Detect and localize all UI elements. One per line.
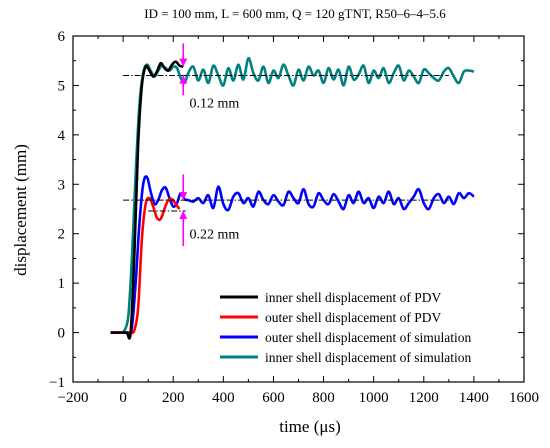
- annotation-arrow-head: [179, 192, 188, 201]
- y-tick-label: 2: [58, 227, 66, 243]
- x-tick-label: 1600: [509, 390, 539, 406]
- legend-label-inner-pdv: inner shell displacement of PDV: [265, 290, 441, 305]
- y-tick-label: 3: [58, 177, 66, 193]
- legend-label-outer-simulation: outer shell displacement of simulation: [265, 330, 471, 345]
- x-tick-label: 1400: [459, 390, 489, 406]
- x-tick-label: 600: [262, 390, 285, 406]
- y-axis-title: displacement (mm): [11, 144, 30, 276]
- series-line-outer-simulation: [123, 175, 475, 335]
- y-tick-label: 1: [58, 276, 66, 292]
- x-tick-label: 0: [119, 390, 127, 406]
- x-tick-label: 1000: [359, 390, 389, 406]
- x-tick-label: 1200: [409, 390, 439, 406]
- y-tick-label: 0: [58, 326, 66, 342]
- y-tick-label: −1: [49, 375, 65, 391]
- y-tick-label: 4: [58, 128, 66, 144]
- series-line-inner-pdv: [110, 60, 184, 340]
- y-tick-label: 5: [58, 78, 66, 94]
- legend-label-inner-simulation: inner shell displacement of simulation: [265, 350, 471, 365]
- annotation-arrow-head: [179, 58, 188, 67]
- x-tick-label: 800: [312, 390, 335, 406]
- annotation-label: 0.22 mm: [190, 228, 240, 243]
- annotation-arrow-head: [179, 75, 188, 84]
- series-line-outer-pdv: [110, 196, 181, 335]
- legend-label-outer-pdv: outer shell displacement of PDV: [265, 310, 441, 325]
- x-axis-title: time (μs): [279, 417, 341, 436]
- y-tick-label: 6: [58, 29, 66, 45]
- x-tick-label: 400: [212, 390, 235, 406]
- annotation-arrow-head: [179, 210, 188, 219]
- x-tick-label: −200: [58, 390, 89, 406]
- x-tick-label: 200: [162, 390, 185, 406]
- chart-title: ID = 100 mm, L = 600 mm, Q = 120 gTNT, R…: [144, 6, 446, 21]
- annotation-label: 0.12 mm: [190, 97, 240, 112]
